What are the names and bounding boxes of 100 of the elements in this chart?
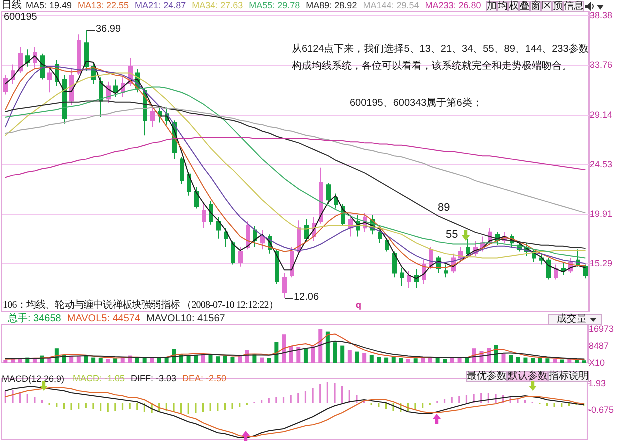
text: 叠 [519,1,530,12]
candlestick [407,270,411,289]
bar [370,355,374,363]
y-tick-label: 1.93 [588,378,606,389]
bar [260,358,264,363]
candlestick [400,267,404,287]
bar [348,350,352,363]
candlestick [18,46,23,74]
candlestick [275,249,279,285]
candlestick [216,216,221,240]
line-series [5,137,586,178]
bar [333,342,338,363]
bar [399,358,404,363]
candlestick [378,230,382,244]
bar [377,357,382,363]
text: 成交量 [548,314,602,325]
series-label: DIFF: -3.03 [131,374,177,384]
bar [4,360,8,363]
candlestick [238,246,243,268]
bar [414,358,418,363]
candlestick [224,228,228,248]
candlestick [546,258,551,280]
text: 日线 [2,0,22,11]
candlestick [202,204,206,229]
bar [516,357,520,363]
bar [509,355,514,363]
annotation: q [356,300,362,310]
text: MA34: 27.63 [192,0,244,10]
bar [76,356,81,363]
candlestick [260,230,265,250]
candlestick [282,272,287,299]
text: MAVOL10: 41567 [146,314,226,324]
text: MA89: 28.92 [306,0,358,10]
bar [502,354,506,363]
bar [311,346,316,363]
annotation: 构成均线系统，各位可以看看，该系统就完全和走势极端吻合。 [292,61,572,72]
bar [355,352,360,363]
y-tick-label: 16973 [588,324,614,334]
annotation: MACD(12,26,9) [2,374,65,384]
y-tick-label: 29.14 [590,110,613,120]
text: MA55: 29.78 [249,0,300,10]
bar [10,359,15,363]
candlestick [561,262,566,276]
text: MA233: 26.80 [425,0,482,10]
candlestick [385,238,389,252]
annotation: 36.99 [96,24,122,35]
bar [92,358,96,363]
bar [216,356,220,363]
candlestick [444,264,448,278]
annotation: 106：均线、轮动与缠中说禅板块强弱指标 （2008-07-10 12:12:22） [3,300,278,311]
bar [136,358,140,363]
text: MACD: -1.05 [73,374,126,384]
bar [282,334,286,363]
bar [186,356,191,363]
bar [574,360,579,363]
bar [340,346,345,363]
candlestick [319,167,323,224]
bar [304,348,308,363]
text: 权 [508,1,519,12]
bar [392,356,396,363]
text: MA21: 24.87 [135,0,186,10]
candlestick [3,74,8,96]
candlestick [554,264,558,280]
bar [406,359,411,363]
bar [436,358,440,363]
text: 均 [497,1,508,12]
candlestick [334,193,338,210]
text: DEA: -2.50 [182,374,227,384]
text: 预 [552,1,563,12]
text: 加 [486,1,497,12]
annotation: 600195、600343属于第6类； [350,98,482,109]
candlestick [77,34,81,76]
bar [267,358,272,363]
y-tick-label: 38.38 [590,10,613,20]
candlestick [209,200,213,226]
bar [443,359,448,363]
candlestick [180,156,184,185]
bar [531,358,536,363]
bar [553,359,558,363]
y-tick-label: 19.91 [590,209,613,220]
bar [223,356,228,363]
bar [560,360,564,363]
candlestick [69,68,74,106]
candlestick [84,30,89,72]
bar [362,353,367,363]
bar [568,359,572,363]
bar [230,357,235,363]
text: MA144: 29.54 [363,0,420,10]
y-tick-label: 24.53 [590,159,613,170]
candlestick [583,264,588,280]
annotation: 55 [446,229,458,241]
bar [98,358,103,363]
text: MAVOL5: 44574 [67,314,141,324]
annotation: 600195 [4,12,38,23]
y-tick-label: 15.29 [590,258,613,269]
text: MA5: 19.49 [26,0,72,10]
candlestick [113,79,118,98]
text: 区 [541,1,552,12]
annotation: 12.06 [294,292,320,303]
line-series [5,340,585,360]
